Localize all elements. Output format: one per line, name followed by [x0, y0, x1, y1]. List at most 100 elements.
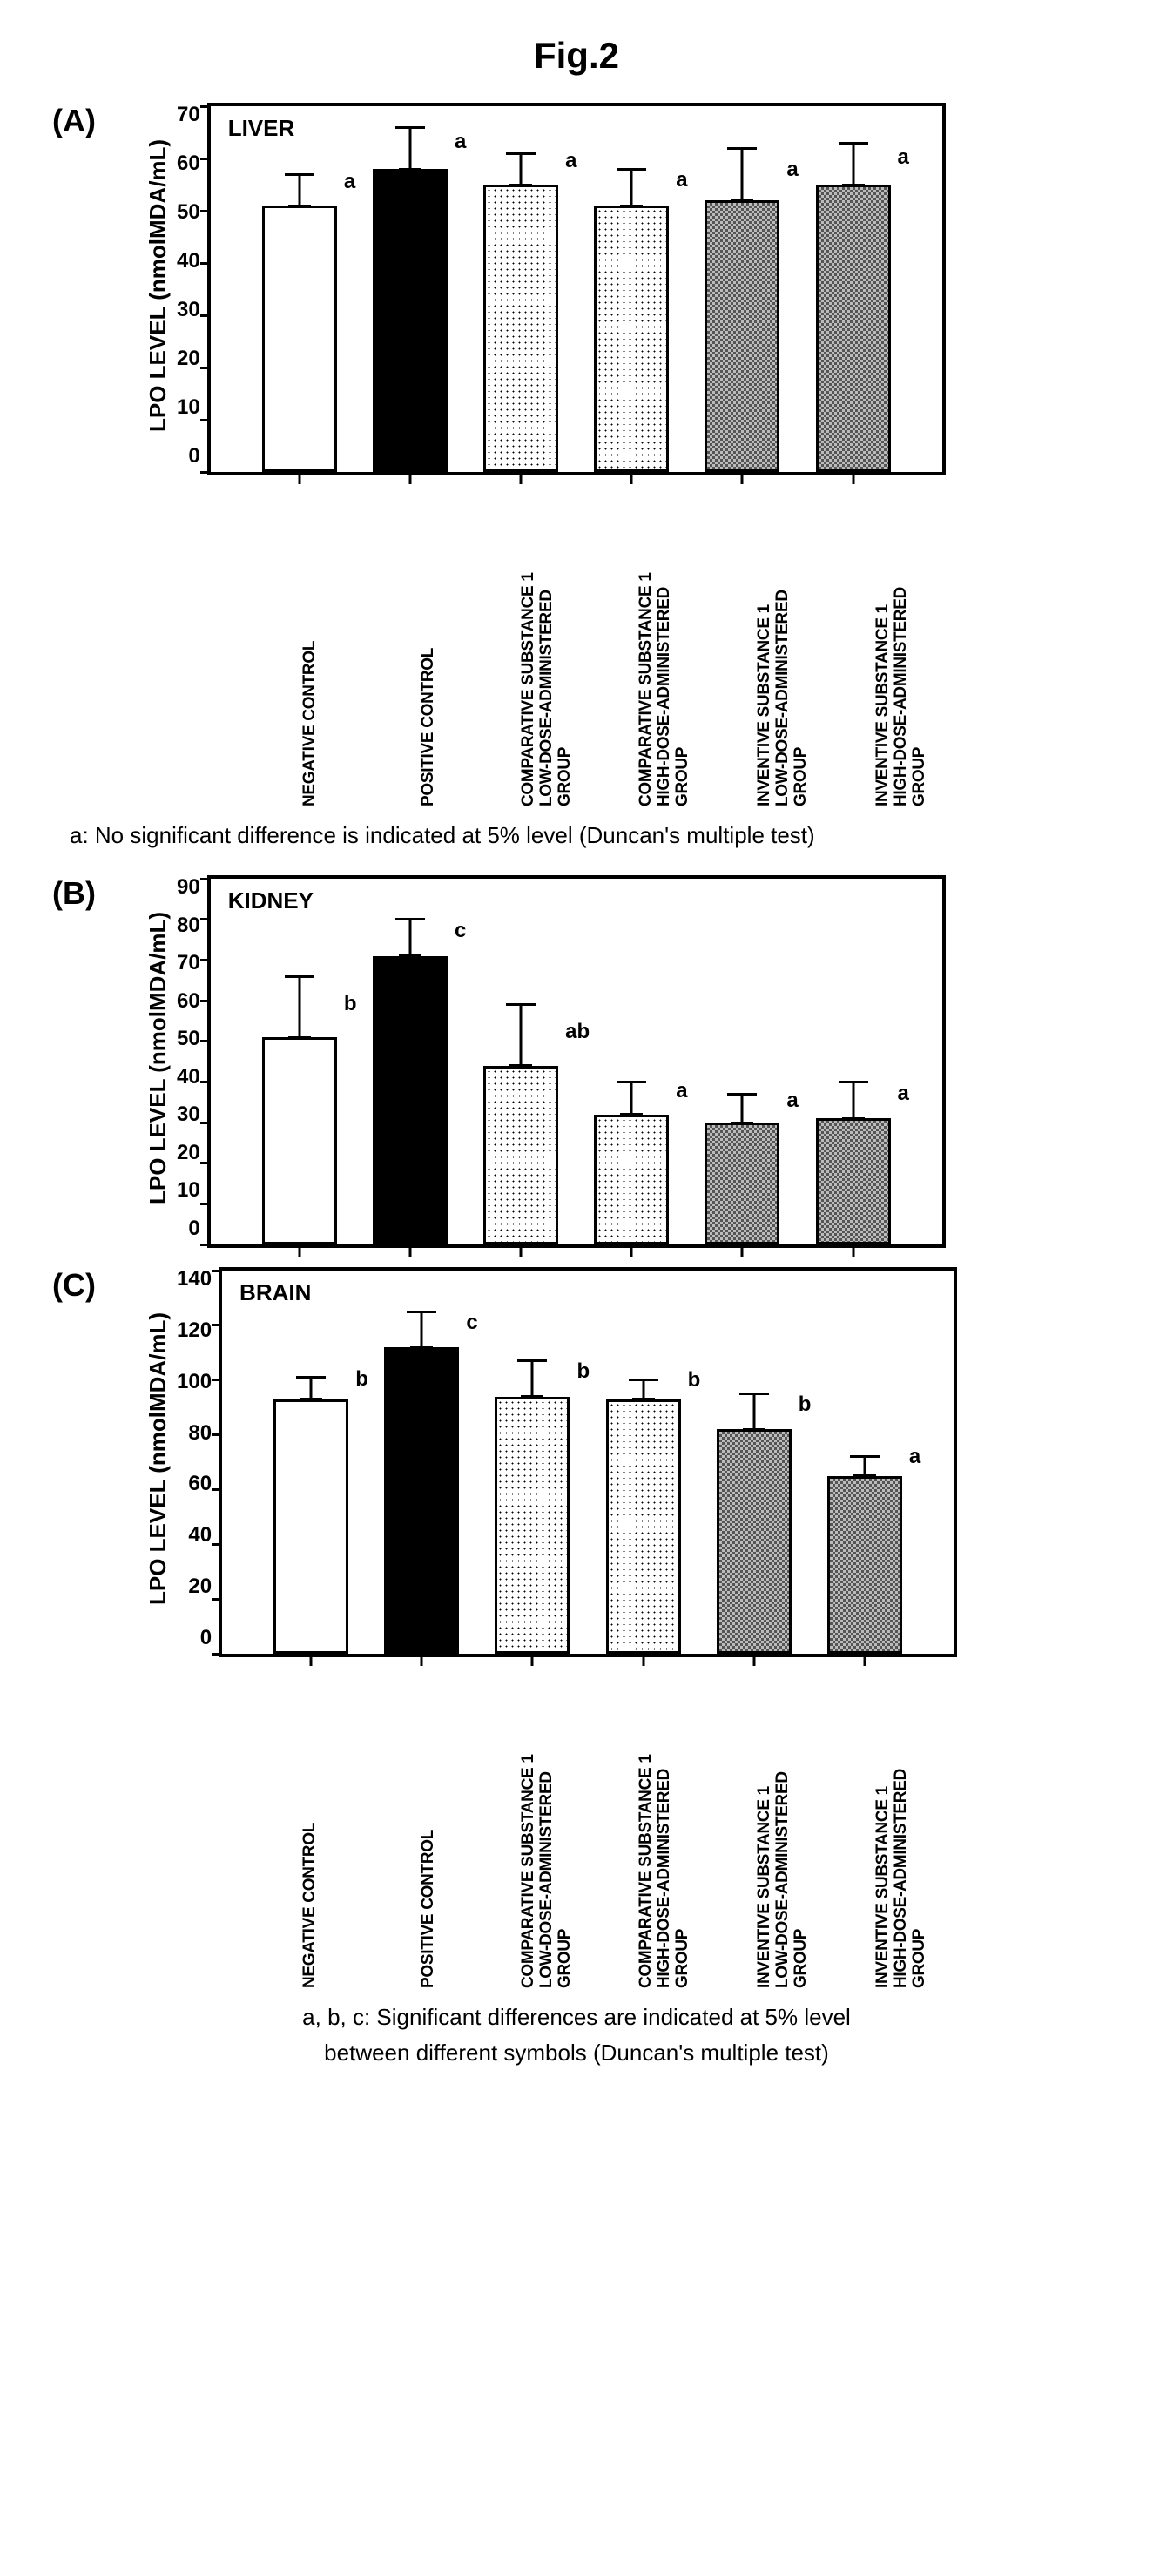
bar [373, 956, 448, 1244]
y-tick-label: 20 [188, 1575, 212, 1599]
bar [273, 1399, 348, 1654]
error-cap [839, 1081, 868, 1083]
x-tick-label: INVENTIVE SUBSTANCE 1 HIGH-DOSE-ADMINIST… [874, 1657, 929, 1988]
x-tick-label: COMPARATIVE SUBSTANCE 1 HIGH-DOSE-ADMINI… [637, 1657, 692, 1988]
error-bar [531, 1361, 534, 1397]
y-tick-label: 40 [177, 1065, 200, 1089]
error-bar [408, 127, 411, 169]
bar-slot: a [817, 1476, 913, 1654]
error-cap [285, 173, 314, 176]
error-cap [285, 975, 314, 978]
error-bar [863, 1457, 866, 1476]
y-tick-label: 50 [177, 1027, 200, 1051]
bar [816, 185, 891, 472]
y-tick-label: 50 [177, 200, 200, 225]
x-tick-label: INVENTIVE SUBSTANCE 1 LOW-DOSE-ADMINISTE… [756, 1657, 811, 1988]
bars-row: aaaaaa [211, 106, 942, 472]
bar-slot: a [694, 200, 790, 472]
y-tick-label: 70 [177, 103, 200, 127]
significance-label: c [466, 1311, 477, 1335]
bar-slot: a [473, 185, 569, 472]
significance-label: a [565, 149, 576, 173]
x-tick-label: NEGATIVE CONTROL [301, 1657, 320, 1988]
y-tick-label: 80 [177, 914, 200, 938]
panel-letter: (C) [52, 1267, 96, 1304]
bar [262, 206, 337, 472]
significance-label: a [898, 145, 909, 170]
bar-slot: a [806, 185, 901, 472]
error-cap [517, 1359, 547, 1362]
significance-label: b [355, 1367, 368, 1392]
y-tick-label: 120 [177, 1318, 212, 1343]
x-tick-label: INVENTIVE SUBSTANCE 1 HIGH-DOSE-ADMINIST… [874, 475, 929, 806]
bar-slot: a [806, 1118, 901, 1244]
panel-A: (A)LPO LEVEL (nmolMDA/mL)706050403020100… [17, 103, 1136, 806]
y-tick-label: 140 [177, 1267, 212, 1291]
error-cap [629, 1379, 658, 1381]
y-tick-label: 10 [177, 395, 200, 420]
x-axis-labels: NEGATIVE CONTROLPOSITIVE CONTROLCOMPARAT… [214, 1657, 998, 1988]
error-cap [850, 1455, 880, 1458]
bar [594, 206, 669, 472]
caption-bc-line2: between different symbols (Duncan's mult… [185, 2040, 968, 2067]
figure-title: Fig.2 [17, 35, 1136, 77]
error-bar [310, 1378, 313, 1399]
panel-B: (B)LPO LEVEL (nmolMDA/mL)908070605040302… [17, 875, 1136, 1248]
error-bar [520, 153, 523, 185]
y-tick-label: 0 [188, 444, 199, 469]
bar [262, 1037, 337, 1244]
error-bar [520, 1005, 523, 1066]
x-tick-label: COMPARATIVE SUBSTANCE 1 HIGH-DOSE-ADMINI… [637, 475, 692, 806]
bar-slot: b [263, 1399, 359, 1654]
plot-area: LIVERaaaaaa [207, 103, 946, 475]
panel-letter: (A) [52, 103, 96, 139]
y-tick-label: 40 [188, 1523, 212, 1548]
y-tick-label: 0 [188, 1217, 199, 1241]
bar-slot: ab [473, 1066, 569, 1244]
bar-slot: a [694, 1123, 790, 1244]
bar [606, 1399, 681, 1654]
significance-label: b [344, 992, 357, 1016]
caption-bc-line1: a, b, c: Significant differences are ind… [185, 2004, 968, 2031]
error-cap [395, 126, 425, 129]
error-bar [752, 1393, 755, 1429]
error-bar [298, 976, 300, 1037]
caption-a: a: No significant difference is indicate… [70, 822, 1136, 849]
y-tick-label: 60 [177, 989, 200, 1014]
chart-outer: LPO LEVEL (nmolMDA/mL)908070605040302010… [139, 875, 1136, 1248]
significance-label: c [455, 919, 466, 943]
error-bar [642, 1380, 644, 1399]
y-tick-label: 20 [177, 1141, 200, 1165]
error-bar [421, 1312, 423, 1347]
significance-label: b [688, 1368, 701, 1393]
bar [483, 1066, 558, 1244]
error-cap [617, 168, 646, 171]
bar [705, 200, 779, 472]
y-axis-ticks: 9080706050403020100 [177, 875, 207, 1241]
bar [816, 1118, 891, 1244]
bar-slot: a [583, 206, 679, 472]
panel-C: (C)LPO LEVEL (nmolMDA/mL)140120100806040… [17, 1267, 1136, 1988]
bar-slot: b [252, 1037, 347, 1244]
y-tick-label: 30 [177, 298, 200, 322]
error-cap [739, 1393, 769, 1395]
x-tick-label: POSITIVE CONTROL [420, 475, 438, 806]
bars-row: bcbbba [222, 1271, 954, 1654]
error-cap [839, 142, 868, 145]
error-bar [298, 174, 300, 206]
x-axis-labels: NEGATIVE CONTROLPOSITIVE CONTROLCOMPARAT… [214, 475, 998, 806]
significance-label: b [576, 1359, 590, 1384]
bar [495, 1397, 570, 1654]
significance-label: ab [565, 1020, 590, 1044]
error-cap [506, 1003, 536, 1006]
plot-area: BRAINbcbbba [219, 1267, 957, 1657]
error-cap [727, 1093, 757, 1096]
y-tick-label: 60 [177, 152, 200, 176]
bar [827, 1476, 902, 1654]
y-tick-label: 0 [200, 1626, 212, 1650]
y-axis-label: LPO LEVEL (nmolMDA/mL) [139, 1267, 177, 1650]
bar [483, 185, 558, 472]
y-axis-label: LPO LEVEL (nmolMDA/mL) [139, 875, 177, 1241]
y-tick-label: 60 [188, 1472, 212, 1496]
x-tick-label: COMPARATIVE SUBSTANCE 1 LOW-DOSE-ADMINIS… [520, 1657, 575, 1988]
